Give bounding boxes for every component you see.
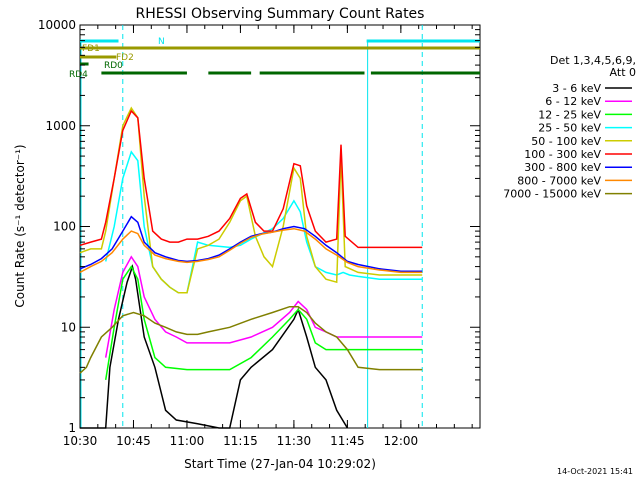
flag-label-fd2: FD2 [116, 53, 134, 63]
legend-label: 6 - 12 keV [545, 95, 601, 108]
legend-label: 7000 - 15000 keV [503, 188, 601, 201]
axis-ticks: 10:30 10:45 11:00 11:15 11:30 11:45 12:00 1 10 10… [38, 18, 480, 448]
series-line-6-12-kev [104, 255, 423, 358]
legend-label: 800 - 7000 keV [517, 174, 601, 187]
flag-label-rd0: RD0 [104, 61, 123, 71]
series-line-3-6-kev [80, 263, 349, 429]
series-line-800-7000-kev [79, 227, 423, 274]
y-tick-label: 1 [68, 421, 76, 435]
legend-label: 300 - 800 keV [524, 161, 601, 174]
series-line-300-800-kev [79, 215, 423, 272]
x-tick-label: 11:15 [223, 434, 258, 448]
x-axis-label: Start Time (27-Jan-04 10:29:02) [184, 457, 376, 471]
x-tick-label: 11:00 [170, 434, 205, 448]
legend-label: 12 - 25 keV [538, 108, 601, 121]
series-line-50-100-kev [79, 106, 423, 294]
legend-label: 100 - 300 keV [524, 148, 601, 161]
flag-label-fd1: FD1 [82, 44, 100, 54]
legend-label: 3 - 6 keV [552, 82, 601, 95]
series-line-25-50-kev [104, 150, 423, 294]
series-line-100-300-kev [79, 109, 423, 249]
x-tick-label: 11:45 [330, 434, 365, 448]
legend-title-line-2: Att 0 [610, 66, 636, 79]
y-tick-label: 1000 [45, 119, 76, 133]
x-tick-label: 10:45 [116, 434, 151, 448]
x-tick-label: 10:30 [63, 434, 98, 448]
timestamp: 14-Oct-2021 15:41 [557, 467, 633, 476]
y-tick-label: 10000 [38, 18, 76, 32]
series-line-7000-15000-kev [79, 305, 423, 374]
legend-label: 25 - 50 keV [538, 122, 601, 135]
plot-frame [79, 24, 481, 429]
flag-label-n: N [158, 37, 165, 47]
flag-label-rd4: RD4 [69, 70, 88, 80]
y-axis-label: Count Rate (s⁻¹ detector⁻¹) [13, 144, 27, 307]
series-line-12-25-kev [104, 265, 423, 381]
y-tick-label: 10 [61, 320, 76, 334]
x-tick-label: 11:30 [277, 434, 312, 448]
legend-title-line-1: Det 1,3,4,5,6,9, [550, 54, 636, 67]
chart-title: RHESSI Observing Summary Count Rates [136, 6, 425, 22]
y-tick-label: 100 [53, 220, 76, 234]
legend-label: 50 - 100 keV [531, 135, 601, 148]
x-tick-label: 12:00 [384, 434, 419, 448]
